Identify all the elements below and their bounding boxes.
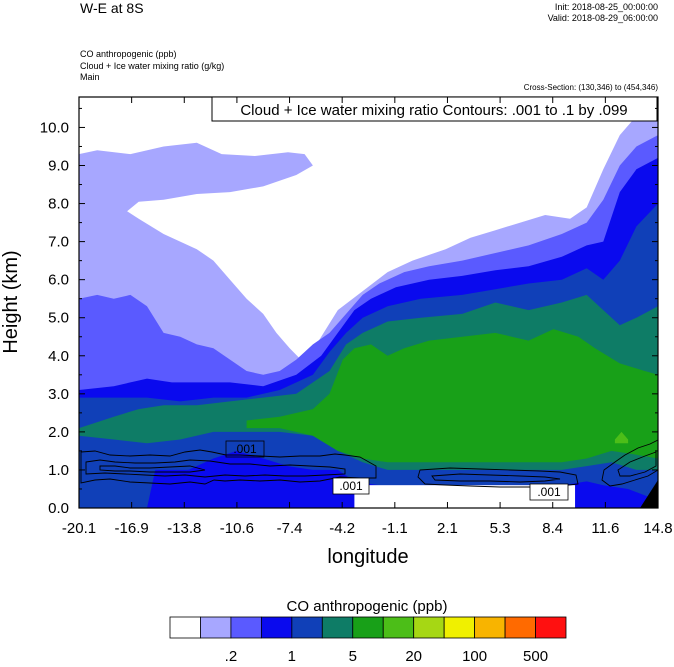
x-tick-label: -20.1	[62, 520, 96, 537]
cloud-contour-line	[85, 459, 346, 478]
x-tick-label: -16.9	[115, 520, 149, 537]
x-tick-label: 5.3	[490, 520, 511, 537]
colorbar-swatch	[413, 616, 445, 639]
cloud-contour-line	[80, 449, 377, 485]
filled-contour-layer	[79, 112, 658, 508]
colorbar-swatch	[443, 616, 476, 639]
contour-label: .001	[529, 483, 569, 501]
colorbar-swatch	[504, 616, 536, 639]
contour-info-text: Cloud + Ice water mixing ratio Contours:…	[240, 102, 627, 119]
colorbar-title: CO anthropogenic (ppb)	[287, 598, 448, 615]
cloud-contour-line	[431, 473, 561, 483]
colorbar-tick-label: .2	[225, 648, 238, 665]
x-axis-label: longitude	[327, 546, 408, 568]
x-tick-label: 2.1	[437, 520, 458, 537]
colorbar-swatch	[382, 616, 415, 639]
co-band-level-6	[246, 329, 658, 463]
cloud-contour-layer: .001 .001 .001	[80, 439, 658, 508]
colorbar-swatch	[200, 616, 232, 639]
y-tick-label: 5.0	[48, 310, 69, 327]
colorbar-tick-label: 1	[288, 648, 296, 665]
chart-title: W-E at 8S	[80, 0, 144, 16]
valid-time: Valid: 2018-08-29_06:00:00	[547, 13, 658, 23]
cloud-contour-line	[617, 451, 657, 477]
x-tick-label: -10.6	[220, 520, 254, 537]
y-axis: 0.0 1.0 2.0 3.0 4.0 5.0 6.0 7.0 8.0 9.0 10.0	[40, 107, 658, 517]
x-tick-label: 8.4	[542, 520, 563, 537]
y-tick-label: 1.0	[48, 462, 69, 479]
contour-info-box	[211, 96, 658, 122]
colorbar-swatch	[535, 616, 567, 639]
colorbar-swatch	[352, 616, 384, 639]
y-tick-label: 4.0	[48, 348, 69, 365]
white-gap-surface	[354, 485, 576, 508]
y-tick-label: 8.0	[48, 196, 69, 213]
co-band-level-7	[614, 431, 629, 444]
colorbar-tick-label: 500	[523, 648, 548, 665]
x-tick-label: 14.8	[643, 520, 672, 537]
cloud-contour-line	[601, 439, 658, 487]
colorbar-tick-label: 100	[462, 648, 487, 665]
dark-terrain	[640, 480, 658, 508]
x-axis: -20.1 -16.9 -13.8 -10.6 -7.4 -4.2 -1.1 2.1 5.3 8.…	[62, 97, 673, 537]
y-tick-label: 3.0	[48, 386, 69, 403]
contour-label: .001	[332, 477, 370, 495]
svg-text:.001: .001	[537, 485, 561, 499]
field-name-co: CO anthropogenic (ppb)	[80, 49, 177, 59]
field-domain: Main	[80, 72, 100, 82]
field-name-cloud: Cloud + Ice water mixing ratio (g/kg)	[80, 61, 225, 71]
colorbar-swatch	[260, 616, 293, 639]
x-tick-label: -13.8	[167, 520, 201, 537]
colorbar-swatch	[230, 616, 262, 639]
colorbar: .2 1 5 20 100 500	[169, 616, 567, 665]
colorbar-swatch	[291, 616, 323, 639]
x-tick-label: 11.6	[591, 520, 619, 537]
y-axis-label: Height (km)	[0, 250, 22, 353]
svg-text:.001: .001	[339, 479, 363, 493]
colorbar-tick-label: 20	[405, 648, 422, 665]
x-tick-label: -4.2	[329, 520, 355, 537]
colorbar-swatch	[474, 616, 506, 639]
y-tick-label: 0.0	[48, 500, 69, 517]
colorbar-swatch	[169, 616, 201, 639]
x-tick-label: -7.4	[277, 520, 303, 537]
y-tick-label: 9.0	[48, 158, 69, 175]
init-time: Init: 2018-08-25_00:00:00	[554, 2, 658, 12]
cloud-contour-line	[417, 467, 579, 488]
y-tick-label: 10.0	[40, 119, 69, 136]
y-tick-label: 2.0	[48, 424, 69, 441]
x-tick-label: -1.1	[382, 520, 408, 537]
colorbar-swatch	[321, 616, 354, 639]
colorbar-tick-label: 5	[349, 648, 357, 665]
y-tick-label: 7.0	[48, 234, 69, 251]
svg-text:.001: .001	[233, 442, 257, 456]
y-tick-label: 6.0	[48, 272, 69, 289]
contour-label: .001	[225, 440, 265, 458]
cloud-contour-line	[99, 465, 206, 473]
cross-section-info: Cross-Section: (130,346) to (454,346)	[523, 83, 658, 92]
